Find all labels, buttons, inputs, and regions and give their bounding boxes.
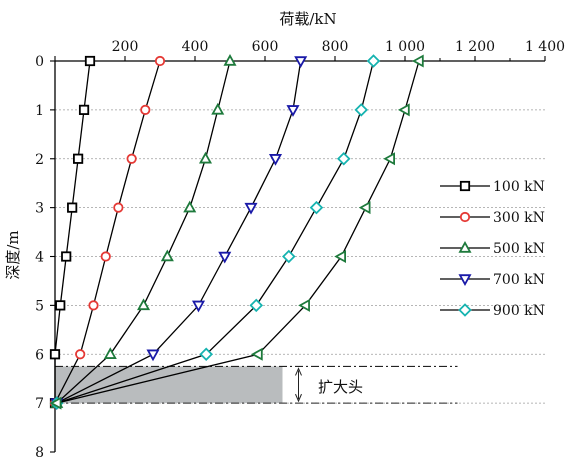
y-tick-label: 2 bbox=[35, 152, 44, 168]
x-tick-label: 400 bbox=[182, 39, 209, 55]
data-point bbox=[268, 154, 283, 166]
data-point bbox=[55, 300, 66, 311]
y-tick-label: 8 bbox=[35, 445, 44, 459]
data-point bbox=[250, 347, 263, 361]
x-tick-label: 1 000 bbox=[385, 39, 425, 55]
y-tick-label: 1 bbox=[35, 103, 44, 119]
series-line bbox=[54, 60, 91, 404]
y-tick-label: 4 bbox=[35, 250, 44, 266]
legend-label: 900 kN bbox=[493, 303, 545, 319]
data-point bbox=[103, 347, 117, 359]
region-arrow-bottom bbox=[295, 393, 302, 403]
data-point bbox=[78, 104, 90, 115]
data-point bbox=[137, 298, 151, 311]
data-point bbox=[458, 303, 472, 317]
series-line bbox=[56, 60, 231, 404]
data-point bbox=[198, 151, 213, 164]
data-point bbox=[458, 240, 472, 253]
series-line bbox=[56, 60, 302, 404]
legend-label: 500 kN bbox=[493, 241, 545, 257]
data-point bbox=[199, 347, 213, 362]
region-arrow-top bbox=[295, 367, 302, 376]
legend-item: 100 kN bbox=[440, 179, 545, 195]
y-tick-label: 7 bbox=[35, 396, 44, 412]
series-line bbox=[54, 60, 161, 404]
series-group bbox=[49, 53, 424, 411]
data-point bbox=[100, 251, 111, 262]
data-point bbox=[244, 202, 258, 215]
y-tick-label: 0 bbox=[35, 54, 44, 70]
y-tick-label: 5 bbox=[35, 298, 44, 314]
data-point bbox=[286, 105, 300, 117]
x-tick-label: 200 bbox=[112, 39, 139, 55]
data-point bbox=[336, 151, 351, 166]
series-unlabeled bbox=[49, 54, 424, 410]
data-point bbox=[67, 202, 78, 213]
data-point bbox=[75, 349, 86, 360]
series-line bbox=[56, 60, 375, 404]
series-100-kn bbox=[49, 55, 96, 409]
x-tick-label: 600 bbox=[252, 39, 279, 55]
y-tick-label: 6 bbox=[35, 347, 44, 363]
data-point bbox=[411, 54, 424, 68]
data-point bbox=[294, 56, 308, 69]
y-axis-title: 深度/m bbox=[4, 230, 22, 279]
data-point bbox=[49, 396, 62, 410]
legend-item: 500 kN bbox=[440, 240, 545, 257]
data-point bbox=[298, 298, 310, 312]
data-point bbox=[49, 349, 61, 360]
x-axis-title: 荷载/kN bbox=[279, 10, 336, 28]
data-point bbox=[88, 300, 99, 311]
legend-item: 900 kN bbox=[440, 303, 545, 319]
legend-label: 100 kN bbox=[493, 179, 545, 195]
series-line bbox=[56, 60, 420, 404]
legend-label: 300 kN bbox=[493, 210, 545, 226]
legend-item: 300 kN bbox=[440, 210, 545, 226]
data-point bbox=[140, 104, 151, 115]
data-point bbox=[459, 211, 471, 223]
grid bbox=[55, 109, 545, 404]
data-point bbox=[309, 200, 324, 215]
data-point bbox=[73, 153, 84, 164]
data-point bbox=[84, 55, 96, 67]
data-point bbox=[366, 54, 381, 68]
data-point bbox=[146, 349, 160, 362]
data-point bbox=[397, 103, 410, 117]
data-point bbox=[154, 55, 166, 67]
data-point bbox=[354, 103, 369, 117]
x-tick-label: 1 400 bbox=[525, 39, 565, 55]
legend-item: 700 kN bbox=[440, 272, 545, 288]
data-point bbox=[61, 251, 72, 262]
data-point bbox=[126, 153, 137, 164]
series-900-kn bbox=[49, 54, 381, 410]
enlarged-head-lines bbox=[55, 365, 458, 404]
x-tick-label: 800 bbox=[322, 39, 349, 55]
x-tick-label: 1 200 bbox=[455, 39, 495, 55]
data-point bbox=[383, 152, 396, 166]
data-point bbox=[183, 200, 197, 213]
enlarged-head-region bbox=[55, 366, 283, 404]
data-point bbox=[218, 251, 232, 264]
data-point bbox=[459, 180, 471, 192]
data-point bbox=[282, 249, 296, 264]
data-point bbox=[249, 298, 264, 313]
y-tick-label: 3 bbox=[35, 201, 44, 217]
legend: 100 kN 300 kN 500 kN 700 kN 900 kN bbox=[440, 179, 545, 319]
data-point bbox=[223, 53, 237, 66]
data-point bbox=[160, 249, 174, 262]
enlarged-head-label: 扩大头 bbox=[318, 378, 363, 396]
data-point bbox=[458, 274, 472, 287]
data-point bbox=[334, 249, 347, 264]
data-point bbox=[358, 201, 371, 215]
data-point bbox=[191, 300, 206, 313]
data-point bbox=[113, 202, 124, 213]
data-point bbox=[211, 102, 225, 115]
legend-label: 700 kN bbox=[493, 272, 545, 288]
